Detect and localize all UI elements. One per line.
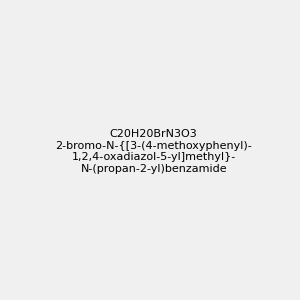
Text: C20H20BrN3O3
2-bromo-N-{[3-(4-methoxyphenyl)-
1,2,4-oxadiazol-5-yl]methyl}-
N-(p: C20H20BrN3O3 2-bromo-N-{[3-(4-methoxyphe… [56, 129, 252, 174]
